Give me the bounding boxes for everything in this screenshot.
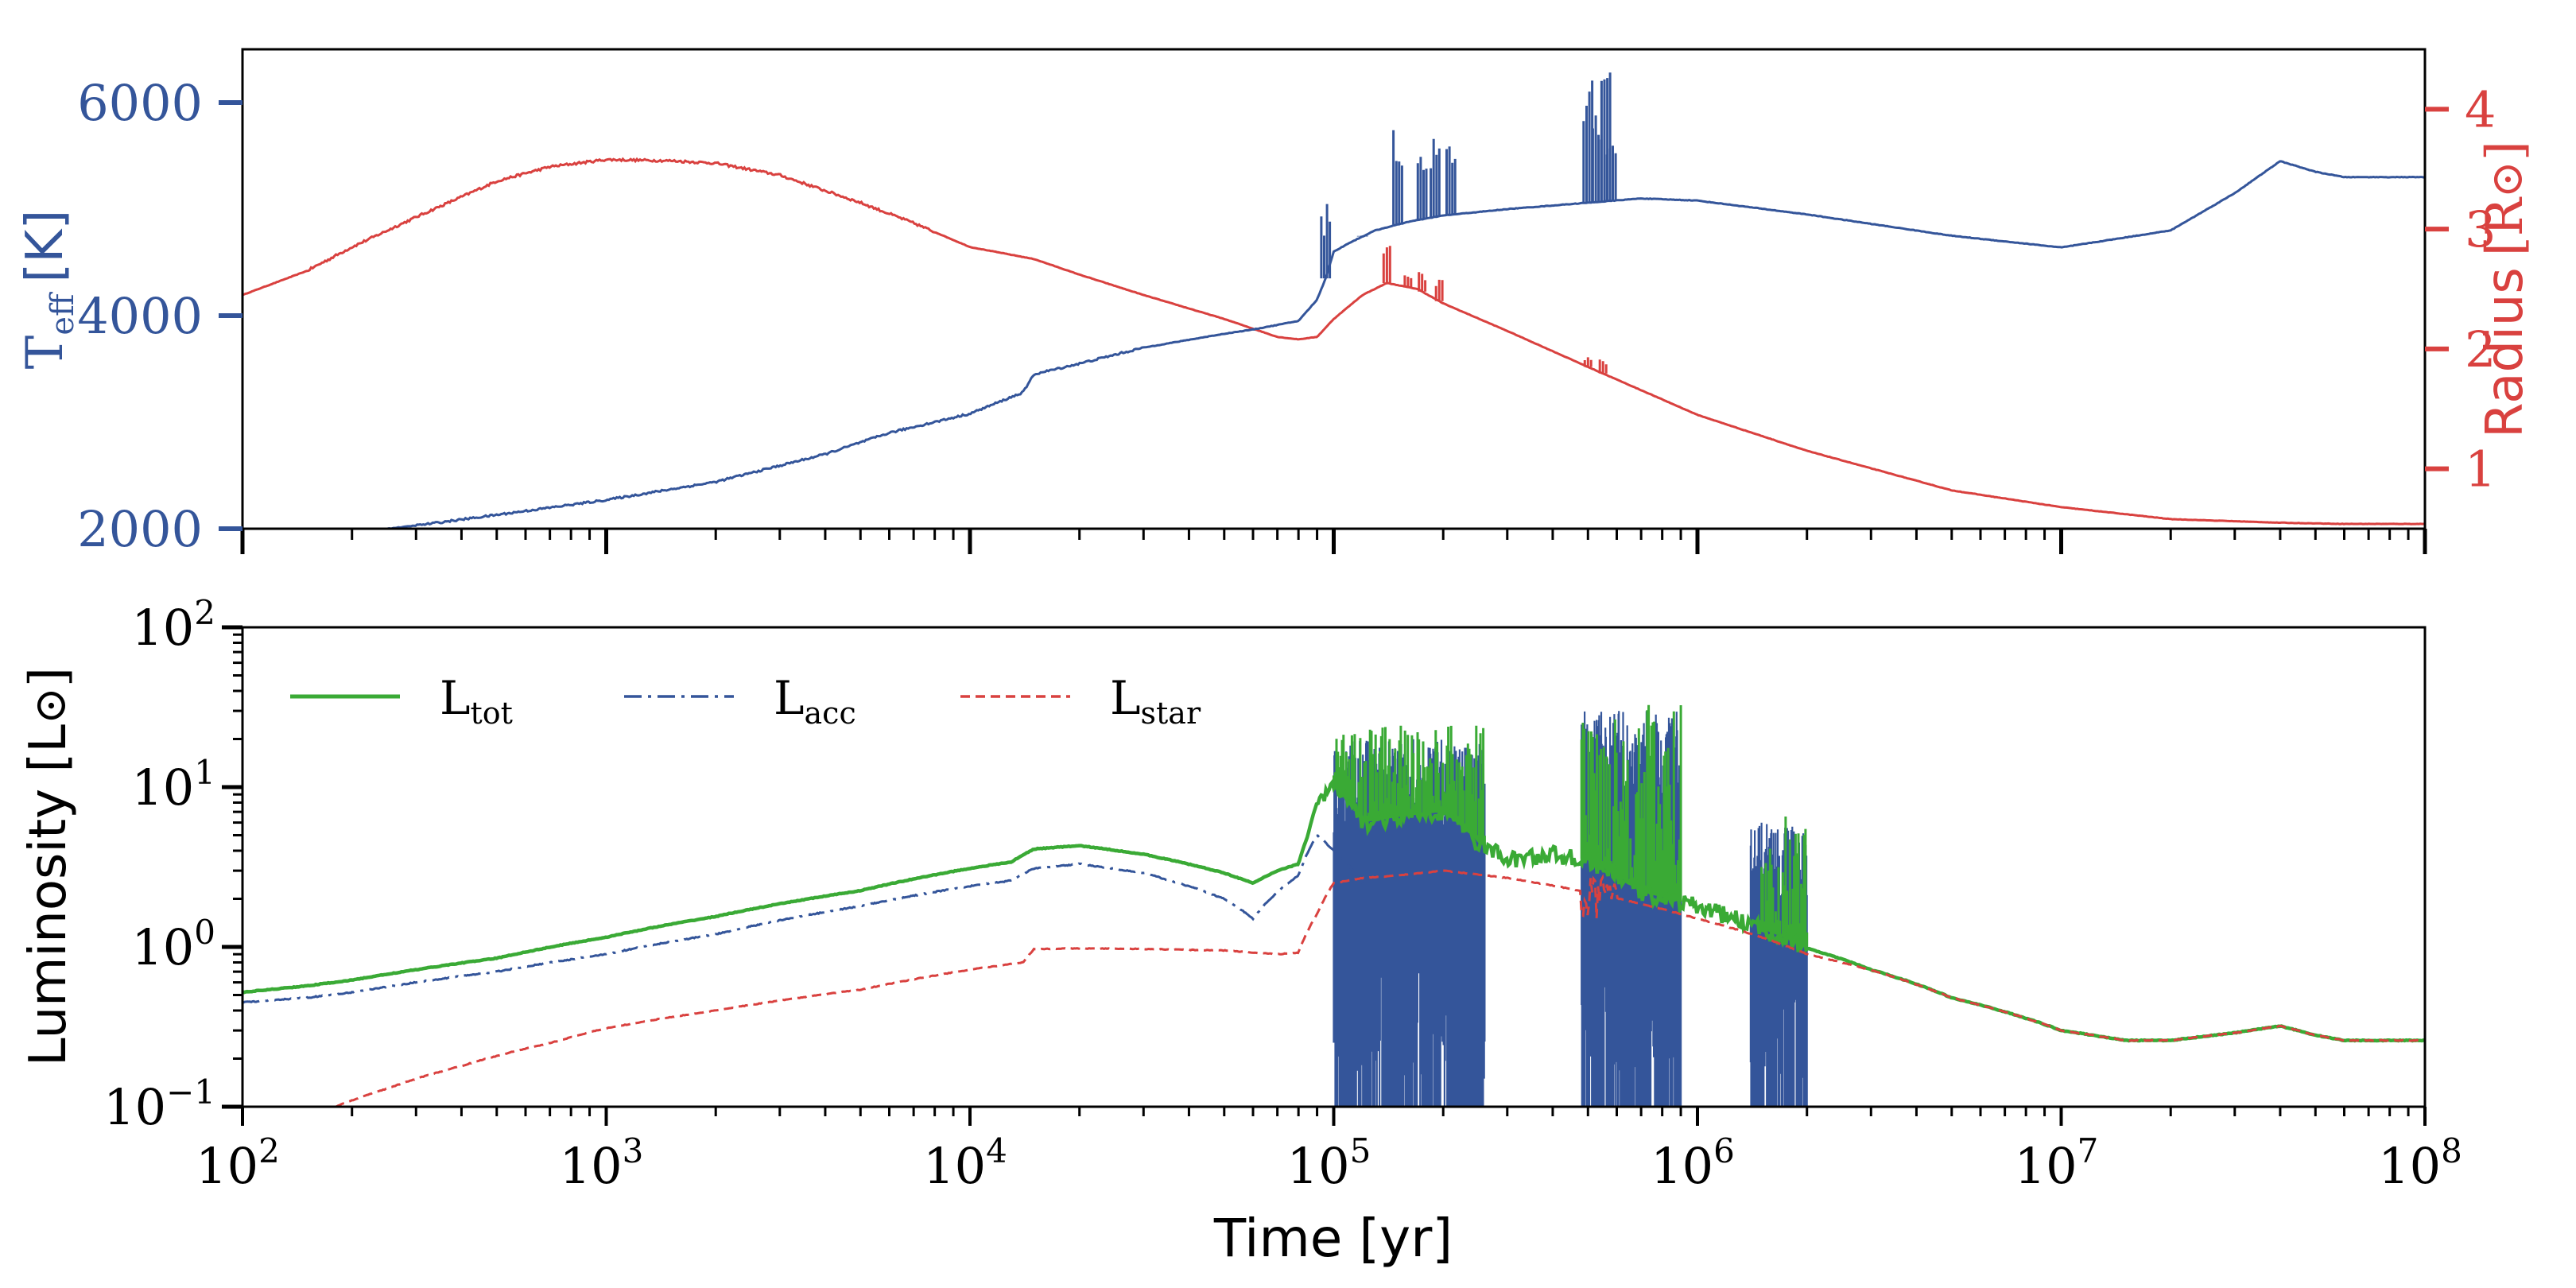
radius-spike xyxy=(1403,275,1413,288)
ltot-burst-peaks xyxy=(1580,704,1682,902)
bottom-y-tick-label: 100 xyxy=(131,913,215,976)
teff-spike xyxy=(1416,157,1428,219)
bottom-y-tick-label: 102 xyxy=(131,593,215,657)
axes-layer: 102 103 104 105 106 107 108 2000 4000 6000 1 2 3 4 10−… xyxy=(77,48,2496,1195)
teff-spike xyxy=(1445,146,1457,215)
radius-spike xyxy=(1434,279,1444,301)
svg-text:Radius[R⊙]: Radius[R⊙] xyxy=(2476,141,2535,438)
top-y2-tick-label: 1 xyxy=(2465,440,2496,499)
teff-spike xyxy=(1591,115,1603,202)
radius-line xyxy=(242,157,2425,526)
teff-spike xyxy=(1392,130,1403,225)
bottom-y-tick-label: 10−1 xyxy=(103,1073,215,1136)
x-tick-label: 104 xyxy=(923,1131,1007,1195)
x-axis-label: Time [yr] xyxy=(1213,1208,1453,1269)
top-y-tick-label: 2000 xyxy=(77,500,203,558)
teff-line xyxy=(373,160,2425,529)
bottom-y-tick-label: 101 xyxy=(131,753,215,817)
x-tick-label: 102 xyxy=(196,1131,280,1195)
teff-spike xyxy=(1356,235,1368,237)
legend-label-acc: Lacc xyxy=(774,671,856,731)
svg-text:Teff[K]: Teff[K] xyxy=(16,210,81,370)
teff-spike xyxy=(1582,80,1594,203)
radius-spike xyxy=(1598,359,1608,374)
teff-spike xyxy=(1600,72,1612,202)
teff-spike xyxy=(1605,145,1617,201)
x-tick-label: 103 xyxy=(560,1131,644,1195)
top-right-y-axis-label: Radius[R⊙] xyxy=(2476,141,2535,438)
x-tick-label: 106 xyxy=(1651,1131,1735,1195)
legend-label-star: Lstar xyxy=(1110,671,1201,731)
radius-spike xyxy=(1583,357,1593,367)
radius-spike xyxy=(1382,246,1391,283)
lacc-burst-region xyxy=(1333,739,1486,1107)
top-y2-tick-label: 2 xyxy=(2465,320,2496,378)
bottom-y-axis-label: Luminosity [L⊙] xyxy=(19,667,78,1066)
svg-text:Luminosity [L⊙]: Luminosity [L⊙] xyxy=(19,667,78,1066)
top-y2-tick-label: 4 xyxy=(2465,80,2496,138)
top-panel-plot-area xyxy=(242,72,2425,529)
legend: Ltot Lacc Lstar xyxy=(290,671,1201,731)
x-tick-label: 105 xyxy=(1287,1131,1371,1195)
teff-spike xyxy=(1430,138,1441,217)
top-left-y-axis-label: Teff[K] xyxy=(16,210,81,370)
x-tick-label: 107 xyxy=(2015,1131,2099,1195)
radius-spike xyxy=(1418,272,1427,292)
top-panel-frame xyxy=(241,48,2427,530)
lacc-line xyxy=(242,834,1364,1004)
legend-label-tot: Ltot xyxy=(440,671,513,731)
top-y-tick-label: 6000 xyxy=(77,74,203,132)
teff-spike xyxy=(1320,204,1332,279)
lstar-line xyxy=(335,869,2425,1107)
bottom-panel-plot-area xyxy=(242,704,2425,1107)
top-y2-tick-label: 3 xyxy=(2465,200,2496,258)
top-y-tick-label: 4000 xyxy=(77,287,203,345)
x-tick-label: 108 xyxy=(2378,1131,2462,1195)
